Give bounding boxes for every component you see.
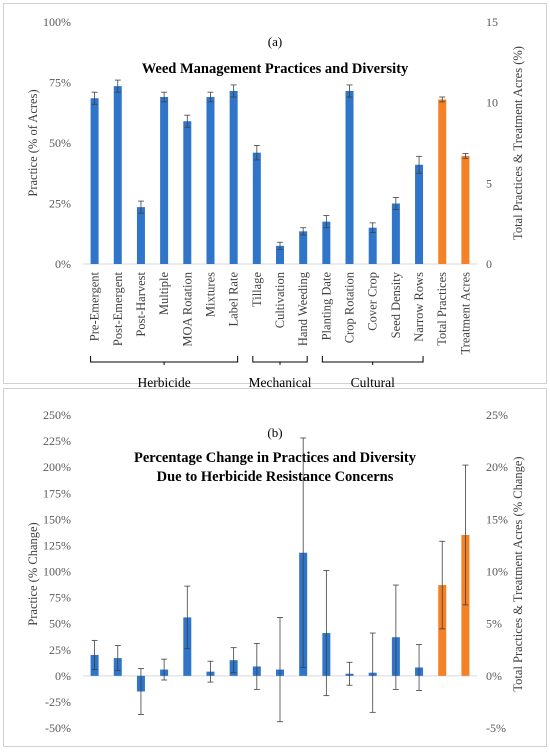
category-label: Tillage — [250, 272, 264, 307]
panel-b-plot: -50% -25% 0% 25% 50% 75% 100% 125% 150% 175% 200% 2… — [43, 408, 508, 735]
panel-b-y-tick-label: 75% — [49, 591, 71, 605]
panel-a-y2-tick-label: 10 — [486, 96, 498, 110]
group-bracket — [252, 356, 308, 365]
panel-a-bar — [183, 121, 192, 264]
panel-a-y-tick-label: 75% — [49, 76, 71, 90]
panel-a-y-tick-label: 100% — [43, 15, 71, 29]
panel-a-y2-tick-label: 5 — [486, 176, 492, 190]
panel-a-bar — [368, 227, 377, 264]
category-label: Treatment Acres — [458, 272, 472, 355]
category-label: Narrow Rows — [412, 272, 426, 342]
category-label: Total Practices — [435, 272, 449, 346]
panel-b-y2-label: Total Practices & Treatment Acres (% Cha… — [511, 456, 525, 691]
panel-a-bar — [461, 155, 470, 264]
panel-b-y-label: Practice (% Change) — [26, 522, 40, 625]
panel-a-y-tick-label: 0% — [55, 257, 71, 271]
panel-a-bar — [345, 90, 354, 264]
category-label: Cultivation — [273, 271, 287, 328]
group-bracket — [321, 356, 424, 365]
category-label: Pre-Emergent — [88, 271, 102, 341]
group-label: Herbicide — [138, 375, 191, 390]
panel-b-y2-tick-label: 5% — [486, 617, 502, 631]
panel-b-y-tick-label: 0% — [55, 669, 71, 683]
category-label: Multiple — [157, 272, 171, 316]
panel-b-frame — [3, 388, 547, 747]
category-label: Post-Harvest — [134, 271, 148, 336]
panel-b-y-tick-label: 50% — [49, 617, 71, 631]
panel-b-y-tick-label: 250% — [43, 408, 71, 422]
panel-a-bar — [299, 231, 308, 264]
category-label: Label Rate — [227, 272, 241, 327]
panel-b-y-tick-label: 225% — [43, 434, 71, 448]
category-label: Seed Density — [389, 271, 403, 338]
category-label: Post-Emergent — [111, 271, 125, 346]
category-label: Planting Date — [319, 272, 333, 341]
group-bracket — [90, 356, 239, 365]
category-label: Crop Rotation — [343, 271, 357, 343]
panel-b-title-line-2: Due to Herbicide Resistance Concerns — [157, 469, 394, 485]
panel-a-y2-tick-label: 0 — [486, 257, 492, 271]
panel-b-y-tick-label: 25% — [49, 643, 71, 657]
panel-a-bar — [136, 207, 145, 264]
panel-b-y2-tick-label: 10% — [486, 565, 508, 579]
panel-a-bar — [415, 164, 424, 264]
panel-a-bar — [206, 97, 215, 265]
panel-a-y2-tick-label: 15 — [486, 15, 498, 29]
panel-b-label: (b) — [267, 425, 282, 440]
panel-b-y-tick-label: 150% — [43, 512, 71, 526]
panel-a-plot: 0% 25% 50% 75% 100% 0 5 10 15 Pre-Emergent Post-Em… — [43, 15, 498, 390]
panel-b-y2-tick-label: 0% — [486, 669, 502, 683]
category-label: Mixtures — [203, 272, 217, 317]
panel-a-bar — [322, 221, 331, 264]
category-label: Hand Weeding — [296, 271, 310, 346]
panel-b-y-tick-label: 100% — [43, 565, 71, 579]
panel-b-bar — [438, 585, 447, 676]
panel-b-y-tick-label: 175% — [43, 486, 71, 500]
panel-b-bar — [461, 534, 470, 676]
category-label: Cover Crop — [366, 272, 380, 331]
panel-b-y2-tick-label: 15% — [486, 512, 508, 526]
panel-a-y-label: Practice (% of Acres) — [26, 89, 40, 196]
panel-a-bar — [90, 98, 99, 264]
panel-b-y2-tick-label: 25% — [486, 408, 508, 422]
group-label: Cultural — [351, 375, 395, 390]
panel-b-y-tick-label: -25% — [45, 695, 71, 709]
panel-b-y-tick-label: 200% — [43, 460, 71, 474]
panel-a-bar — [229, 90, 238, 264]
panel-a-bar — [391, 203, 400, 264]
panel-a-label: (a) — [268, 34, 282, 49]
panel-b-y2-tick-label: -5% — [486, 721, 506, 735]
category-label: MOA Rotation — [180, 271, 194, 346]
panel-a-bar — [160, 97, 169, 265]
panel-a-bar — [113, 86, 122, 264]
panel-a-bar — [276, 245, 284, 264]
group-label: Mechanical — [249, 375, 312, 390]
panel-b-y-tick-label: -50% — [45, 721, 71, 735]
panel-a-y-tick-label: 50% — [49, 136, 71, 150]
panel-b-title-line-1: Percentage Change in Practices and Diver… — [134, 450, 417, 466]
panel-a-title: Weed Management Practices and Diversity — [142, 61, 409, 77]
panel-b-y-tick-label: 125% — [43, 538, 71, 552]
panel-a-y2-label: Total Practices & Treatment Acres (%) — [511, 46, 525, 240]
panel-a-bar — [438, 99, 447, 264]
panel-b-y2-tick-label: 20% — [486, 460, 508, 474]
panel-a-y-tick-label: 25% — [49, 197, 71, 211]
panel-a-bar — [252, 152, 261, 264]
